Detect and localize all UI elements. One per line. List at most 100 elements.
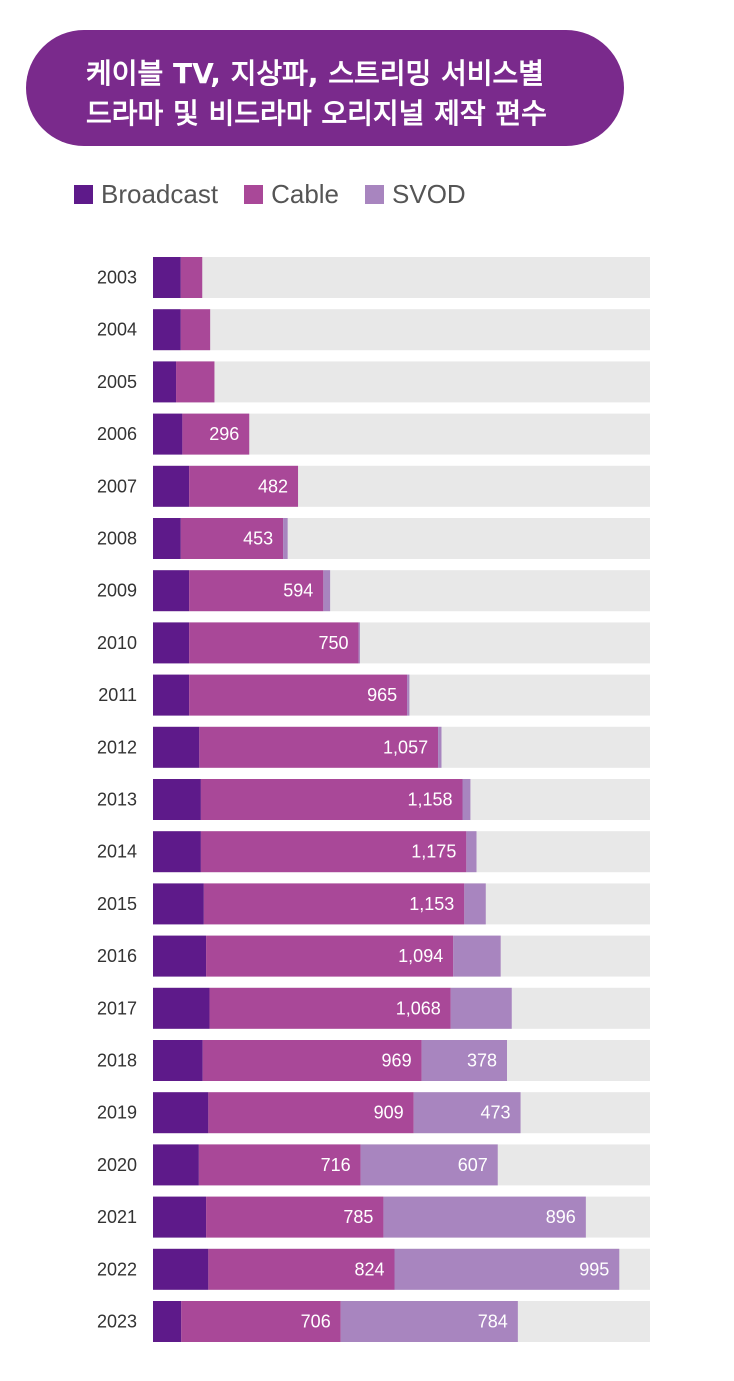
bar-cable-2008 xyxy=(180,518,284,559)
bar-broadcast-2003 xyxy=(153,257,181,298)
year-label-2003: 2003 xyxy=(97,268,137,288)
year-label-2015: 2015 xyxy=(97,894,137,914)
bar-svod-2021 xyxy=(383,1196,586,1238)
bar-broadcast-2013 xyxy=(153,779,201,820)
year-label-2005: 2005 xyxy=(97,372,137,392)
chart-title-line-1: 케이블 TV, 지상파, 스트리밍 서비스별 xyxy=(86,57,545,90)
legend-label-svod: SVOD xyxy=(392,178,466,209)
year-label-2020: 2020 xyxy=(97,1155,137,1175)
data-label-cable-2019: 909 xyxy=(374,1103,404,1123)
bar-broadcast-2022 xyxy=(153,1248,209,1290)
title-banner: 케이블 TV, 지상파, 스트리밍 서비스별 드라마 및 비드라마 오리지널 제… xyxy=(26,30,624,146)
bar-svod-2022 xyxy=(394,1248,620,1290)
data-label-cable-2007: 482 xyxy=(258,476,288,496)
legend-label-cable: Cable xyxy=(271,178,340,209)
bar-cable-2020 xyxy=(198,1144,361,1186)
data-label-svod-2021: 896 xyxy=(546,1207,576,1227)
data-label-cable-2008: 453 xyxy=(243,529,273,549)
legend-swatch-cable xyxy=(244,184,264,204)
year-label-2018: 2018 xyxy=(97,1051,137,1071)
year-label-2019: 2019 xyxy=(97,1103,137,1123)
legend-label-broadcast: Broadcast xyxy=(101,178,219,209)
bar-broadcast-2005 xyxy=(153,361,177,403)
data-label-cable-2023: 706 xyxy=(301,1312,331,1332)
legend-swatch-svod xyxy=(365,184,385,204)
bar-broadcast-2014 xyxy=(153,831,201,873)
bar-cable-2016 xyxy=(206,935,454,977)
data-label-svod-2022: 995 xyxy=(579,1259,609,1279)
bar-svod-2013 xyxy=(462,779,471,820)
bar-broadcast-2006 xyxy=(153,413,183,455)
year-label-2012: 2012 xyxy=(97,737,137,757)
bar-broadcast-2016 xyxy=(153,935,207,977)
legend-item-cable: Cable xyxy=(244,179,339,210)
data-label-cable-2012: 1,057 xyxy=(383,737,428,757)
bar-cable-2010 xyxy=(189,622,359,664)
bar-track-2003 xyxy=(153,257,650,298)
data-label-svod-2020: 607 xyxy=(458,1155,488,1175)
bar-broadcast-2009 xyxy=(153,570,190,612)
year-label-2006: 2006 xyxy=(97,424,137,444)
data-label-cable-2020: 716 xyxy=(321,1155,351,1175)
data-label-cable-2006: 296 xyxy=(209,424,239,444)
bar-cable-2017 xyxy=(209,987,451,1029)
year-label-2022: 2022 xyxy=(97,1259,137,1279)
bar-broadcast-2010 xyxy=(153,622,190,664)
bar-cable-2006 xyxy=(182,413,250,455)
legend: Broadcast Cable SVOD xyxy=(74,178,492,210)
bar-cable-2009 xyxy=(189,570,324,612)
bar-cable-2021 xyxy=(206,1196,384,1238)
year-label-2016: 2016 xyxy=(97,946,137,966)
data-label-cable-2011: 965 xyxy=(367,685,397,705)
data-label-cable-2016: 1,094 xyxy=(398,946,443,966)
year-label-2011: 2011 xyxy=(98,685,137,705)
data-label-cable-2017: 1,068 xyxy=(396,998,441,1018)
year-label-2008: 2008 xyxy=(97,529,137,549)
bar-svod-2023 xyxy=(340,1301,518,1342)
bar-cable-2022 xyxy=(208,1248,395,1290)
bar-cable-2019 xyxy=(208,1092,414,1134)
bar-svod-2017 xyxy=(450,987,512,1029)
bar-svod-2009 xyxy=(323,570,331,612)
bar-broadcast-2007 xyxy=(153,465,190,507)
year-label-2013: 2013 xyxy=(97,790,137,810)
bar-broadcast-2012 xyxy=(153,726,200,768)
data-label-cable-2010: 750 xyxy=(319,633,349,653)
year-label-2007: 2007 xyxy=(97,476,137,496)
data-label-cable-2014: 1,175 xyxy=(411,842,456,862)
bar-track-2004 xyxy=(153,309,650,351)
bar-broadcast-2018 xyxy=(153,1040,203,1081)
data-label-svod-2023: 784 xyxy=(478,1312,508,1332)
bar-cable-2011 xyxy=(189,674,408,716)
chart-title-line-2: 드라마 및 비드라마 오리지널 제작 편수 xyxy=(86,97,547,130)
data-label-cable-2021: 785 xyxy=(343,1207,373,1227)
year-label-2010: 2010 xyxy=(97,633,137,653)
bar-cable-2003 xyxy=(180,257,203,298)
bar-broadcast-2011 xyxy=(153,674,190,716)
year-label-2009: 2009 xyxy=(97,581,137,601)
data-label-cable-2013: 1,158 xyxy=(407,790,452,810)
bar-broadcast-2004 xyxy=(153,309,181,351)
bar-track-2005 xyxy=(153,361,650,403)
bar-broadcast-2023 xyxy=(153,1301,182,1342)
bar-svod-2014 xyxy=(466,831,477,873)
bar-broadcast-2008 xyxy=(153,518,181,559)
data-label-cable-2009: 594 xyxy=(283,581,313,601)
bar-broadcast-2015 xyxy=(153,883,204,925)
year-label-2017: 2017 xyxy=(97,998,137,1018)
bar-cable-2023 xyxy=(181,1301,341,1342)
legend-item-svod: SVOD xyxy=(365,179,466,210)
year-label-2023: 2023 xyxy=(97,1312,137,1332)
bar-broadcast-2019 xyxy=(153,1092,209,1134)
bar-cable-2015 xyxy=(203,883,465,925)
year-label-2014: 2014 xyxy=(97,842,137,862)
bar-svod-2016 xyxy=(453,935,501,977)
bar-svod-2018 xyxy=(421,1040,507,1081)
legend-swatch-broadcast xyxy=(74,184,93,204)
data-label-svod-2018: 378 xyxy=(467,1051,497,1071)
bar-svod-2011 xyxy=(407,674,410,716)
bar-svod-2008 xyxy=(283,518,288,559)
bar-svod-2012 xyxy=(438,726,442,768)
data-label-cable-2022: 824 xyxy=(354,1259,384,1279)
